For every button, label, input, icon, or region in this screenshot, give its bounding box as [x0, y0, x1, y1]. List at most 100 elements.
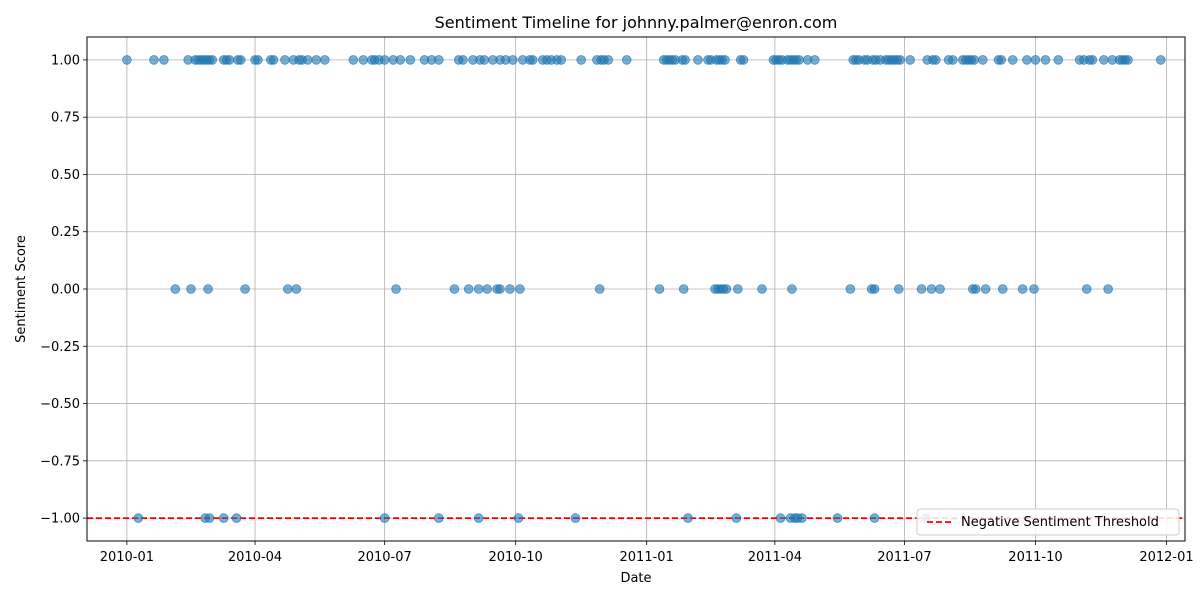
data-point [948, 55, 958, 65]
x-tick-label: 2011-10 [1008, 550, 1062, 565]
data-point [832, 513, 843, 523]
data-point [935, 284, 945, 294]
data-point [970, 284, 981, 294]
x-axis-title: Date [620, 571, 651, 586]
data-point [253, 55, 263, 65]
data-point [905, 55, 915, 65]
data-point [463, 284, 474, 294]
data-point [433, 55, 444, 65]
data-point [1040, 55, 1051, 65]
data-points [122, 55, 1166, 523]
data-point [170, 284, 181, 294]
data-point [482, 284, 492, 294]
data-point [654, 284, 665, 294]
data-point [930, 55, 941, 65]
data-point [133, 513, 144, 523]
x-tick-label: 2012-01 [1139, 550, 1193, 565]
y-tick-label: 0.25 [51, 225, 80, 240]
legend: Negative Sentiment Threshold [916, 508, 1180, 536]
data-point [980, 284, 991, 294]
data-point [996, 55, 1007, 65]
data-point [395, 55, 406, 65]
data-point [231, 513, 242, 523]
data-point [379, 513, 390, 523]
data-point [458, 55, 468, 65]
data-point [149, 55, 159, 65]
data-point [204, 513, 215, 523]
data-point [280, 55, 290, 65]
data-point [1007, 55, 1018, 65]
data-point [775, 513, 786, 523]
data-point [893, 284, 904, 294]
x-tick-label: 2011-07 [877, 550, 931, 565]
data-point [302, 55, 313, 65]
data-point [449, 284, 460, 294]
data-point [348, 55, 359, 65]
y-tick-label: −1.00 [40, 512, 80, 527]
data-point [1029, 284, 1039, 294]
data-point [733, 284, 743, 294]
data-point [505, 284, 515, 294]
data-point [1099, 55, 1109, 65]
data-point [738, 55, 749, 65]
data-point [1087, 55, 1098, 65]
data-point [621, 55, 632, 65]
y-tick-label: 0.50 [51, 168, 80, 183]
data-point [320, 55, 330, 65]
data-point [926, 284, 937, 294]
data-point [680, 55, 690, 65]
x-axis-ticks: 2010-01 2010-04 2010-07 2010-10 2011-01 2011-… [100, 541, 1194, 565]
data-point [693, 55, 703, 65]
data-point [757, 284, 767, 294]
y-axis-title: Sentiment Score [14, 235, 29, 343]
data-point [291, 284, 302, 294]
data-point [515, 284, 525, 294]
data-point [1103, 284, 1113, 294]
data-point [224, 55, 235, 65]
y-tick-label: −0.75 [40, 454, 80, 469]
data-point [678, 284, 689, 294]
y-tick-label: 1.00 [51, 53, 80, 68]
data-point [240, 284, 250, 294]
x-tick-label: 2011-01 [620, 550, 674, 565]
data-point [508, 55, 518, 65]
data-point [473, 513, 484, 523]
data-point [495, 284, 505, 294]
data-point [794, 55, 804, 65]
data-point [268, 55, 279, 65]
data-point [721, 284, 732, 294]
data-point [1123, 55, 1133, 65]
y-axis-ticks: 1.00 0.75 0.50 0.25 0.00 −0.25 −0.50 −0.75 −1.00 [40, 53, 87, 527]
data-point [969, 55, 980, 65]
x-tick-label: 2010-04 [228, 550, 282, 565]
data-point [1030, 55, 1041, 65]
y-tick-label: 0.75 [51, 111, 80, 126]
data-point [207, 55, 218, 65]
data-point [720, 55, 730, 65]
data-point [570, 513, 581, 523]
y-tick-label: −0.50 [40, 397, 80, 412]
data-point [186, 284, 196, 294]
legend-label-threshold: Negative Sentiment Threshold [961, 515, 1159, 530]
x-tick-label: 2010-10 [488, 550, 542, 565]
x-tick-label: 2011-04 [748, 550, 802, 565]
data-point [433, 513, 444, 523]
data-point [787, 284, 797, 294]
data-point [405, 55, 416, 65]
data-point [1155, 55, 1166, 65]
data-point [203, 284, 213, 294]
y-tick-label: 0.00 [51, 283, 80, 298]
data-point [556, 55, 567, 65]
data-point [1081, 284, 1092, 294]
data-point [895, 55, 905, 65]
data-point [845, 284, 856, 294]
data-point [236, 55, 246, 65]
data-point [869, 513, 880, 523]
x-tick-label: 2010-01 [100, 550, 154, 565]
data-point [311, 55, 322, 65]
data-point [218, 513, 229, 523]
data-point [997, 284, 1008, 294]
data-point [916, 284, 927, 294]
data-point [1022, 55, 1032, 65]
